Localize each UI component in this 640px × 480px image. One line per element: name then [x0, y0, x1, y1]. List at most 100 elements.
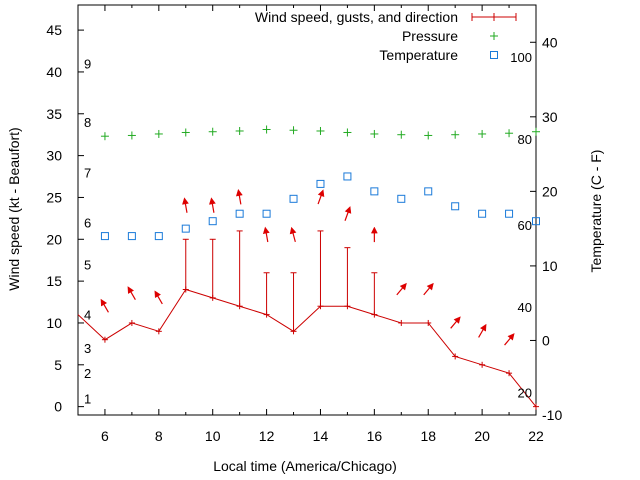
wind-direction-arrow: [127, 286, 136, 301]
y2-tick-label: 20: [542, 183, 558, 199]
temperature-point: [532, 217, 540, 226]
wind-direction-arrow: [209, 197, 216, 213]
wind-direction-arrow: [262, 226, 270, 243]
fahrenheit-label: 20: [518, 386, 532, 401]
temperature-point: [370, 187, 379, 196]
wind-arrows-layer: [100, 189, 515, 346]
plot-frame-layer: [77, 4, 537, 416]
temperature-point: [154, 232, 163, 241]
wind-direction-arrow: [154, 290, 163, 305]
legend-label-pressure: Pressure: [402, 28, 458, 44]
wind-speed-line: [77, 288, 537, 407]
wind-arrow-head: [235, 189, 243, 197]
fahrenheit-label: 40: [518, 300, 532, 315]
temperature-point: [316, 179, 325, 188]
wind-arrow-head: [426, 282, 434, 291]
x-tick-label: 8: [155, 428, 163, 444]
temperature-point: [343, 172, 352, 181]
y-tick-label: 45: [46, 22, 62, 38]
temperature-point: [289, 194, 298, 203]
wind-arrow-head: [399, 282, 407, 291]
y2-tick-label: 30: [542, 109, 558, 125]
wind-direction-arrow: [344, 206, 352, 221]
beaufort-label: 8: [84, 115, 91, 130]
beaufort-label: 6: [84, 216, 91, 231]
y2-tick-label: 10: [542, 258, 558, 274]
x-tick-label: 6: [101, 428, 109, 444]
wind-arrow-head: [127, 286, 134, 294]
beaufort-label: 4: [84, 308, 91, 323]
x-tick-label: 10: [205, 428, 221, 444]
wind-direction-arrow: [478, 323, 487, 338]
y-tick-label: 25: [46, 189, 62, 205]
wind-direction-arrow: [450, 316, 461, 329]
legend-label-wind: Wind speed, gusts, and direction: [255, 9, 458, 25]
wind-direction-arrow: [289, 226, 297, 243]
x-tick-label: 12: [259, 428, 275, 444]
temperature-point: [262, 209, 271, 218]
legend-item-pressure: Pressure: [402, 28, 498, 44]
wind-direction-arrow: [317, 189, 325, 205]
wind-arrow-head: [453, 316, 461, 324]
wind-direction-arrow: [370, 226, 378, 243]
wind-arrow-head: [182, 197, 189, 205]
legend-item-wind: Wind speed, gusts, and direction: [255, 9, 517, 25]
y-tick-label: 30: [46, 148, 62, 164]
y-tick-label: 5: [54, 357, 62, 373]
y-tick-label: 20: [46, 231, 62, 247]
fahrenheit-label: 60: [518, 218, 532, 233]
wind-arrow-head: [209, 197, 216, 205]
y2-tick-label: -10: [542, 407, 562, 423]
temperature-point: [127, 232, 136, 241]
y2-tick-label: 0: [542, 332, 550, 348]
beaufort-label: 1: [84, 391, 91, 406]
temperature-point: [451, 202, 460, 211]
wind-arrow-head: [100, 298, 108, 307]
legend-item-temperature: Temperature: [379, 47, 498, 63]
y2-tick-label: 40: [542, 34, 558, 50]
wind-direction-arrow: [504, 333, 515, 346]
legend: Wind speed, gusts, and direction Pressur…: [255, 9, 517, 63]
temperature-point: [100, 232, 109, 241]
wind-arrow-head: [507, 333, 515, 341]
temperature-point: [208, 217, 217, 226]
x-tick-label: 20: [474, 428, 490, 444]
temperature-point: [505, 209, 514, 218]
y-tick-label: 15: [46, 273, 62, 289]
axis-ticks-layer: 6 8 10 12 14 16 18 20 22051015202530354045-10010…: [46, 5, 562, 444]
x-tick-label: 18: [420, 428, 436, 444]
fahrenheit-label: 100: [510, 50, 532, 65]
wind-arrow-head: [262, 226, 270, 234]
beaufort-label: 2: [84, 366, 91, 381]
wind-arrow-head: [344, 206, 352, 214]
beaufort-label: 3: [84, 341, 91, 356]
wind-direction-arrow: [182, 197, 189, 213]
wind-arrow-head: [317, 189, 325, 197]
y-axis-label: Wind speed (kt - Beaufort): [6, 127, 22, 290]
temperature-point: [235, 209, 244, 218]
x-tick-label: 14: [313, 428, 329, 444]
series-layer: [77, 125, 540, 410]
temperature-point: [397, 194, 406, 203]
temperature-point: [181, 224, 190, 233]
y2-axis-label: Temperature (C - F): [588, 150, 604, 273]
beaufort-label: 9: [84, 57, 91, 72]
plot-border: [77, 4, 537, 416]
x-tick-label: 22: [528, 428, 544, 444]
legend-label-temperature: Temperature: [379, 47, 458, 63]
wind-arrow-head: [289, 226, 297, 235]
labels-layer: 1 2 3 4 5 6 7 8 9 20 40 60 80 100: [84, 50, 532, 406]
fahrenheit-label: 80: [518, 132, 532, 147]
wind-direction-arrow: [235, 189, 243, 205]
x-axis-label: Local time (America/Chicago): [213, 458, 397, 474]
wind-arrow-head: [480, 323, 487, 332]
wind-direction-arrow: [423, 282, 434, 296]
y-tick-label: 10: [46, 315, 62, 331]
wind-arrow-head: [370, 226, 378, 234]
wind-arrow-head: [154, 290, 161, 299]
x-tick-label: 16: [367, 428, 383, 444]
wind-direction-arrow: [100, 298, 109, 313]
y-tick-label: 35: [46, 106, 62, 122]
beaufort-label: 7: [84, 165, 91, 180]
